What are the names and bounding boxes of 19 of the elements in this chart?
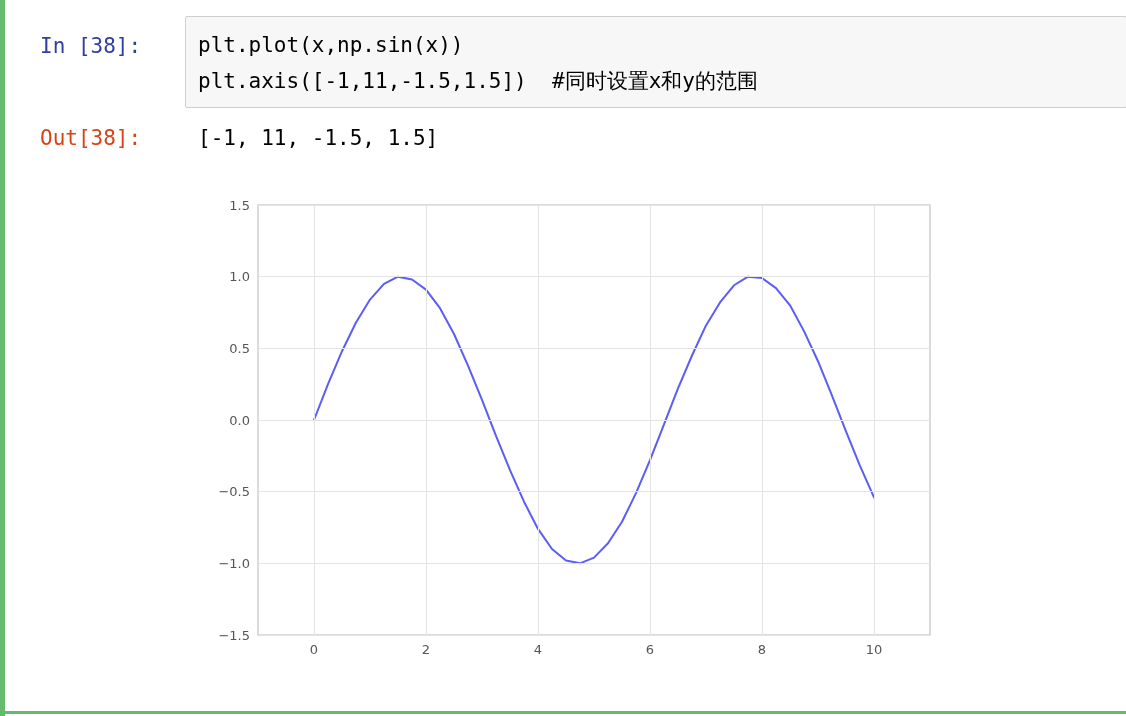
y-tick-label: −0.5 [218,484,250,500]
y-tick-label: −1.0 [218,555,250,571]
text: plt.axis([-1,11,-1.5,1.5]) #同时设置x和y的范围 [198,68,758,95]
text: plt.plot(x,np.sin(x)) [198,33,464,57]
x-tick-label: 8 [757,642,767,657]
text: Out[38]: [40,126,142,150]
y-tick-label: 1.5 [229,197,250,213]
x-tick-label: 0 [309,642,319,657]
y-tick-label: 1.0 [229,269,250,285]
x-tick-label: 4 [533,642,543,657]
x-tick-label: 10 [865,642,883,657]
y-tick-label: 0.0 [229,412,250,428]
y-tick-label: −1.5 [218,627,250,643]
text: In [38]: [40,34,142,58]
y-tick-label: 0.5 [229,340,250,356]
text: [-1, 11, -1.5, 1.5] [198,126,439,150]
x-tick-label: 6 [645,642,655,657]
line-series [313,275,875,565]
x-tick-label: 2 [421,642,431,657]
